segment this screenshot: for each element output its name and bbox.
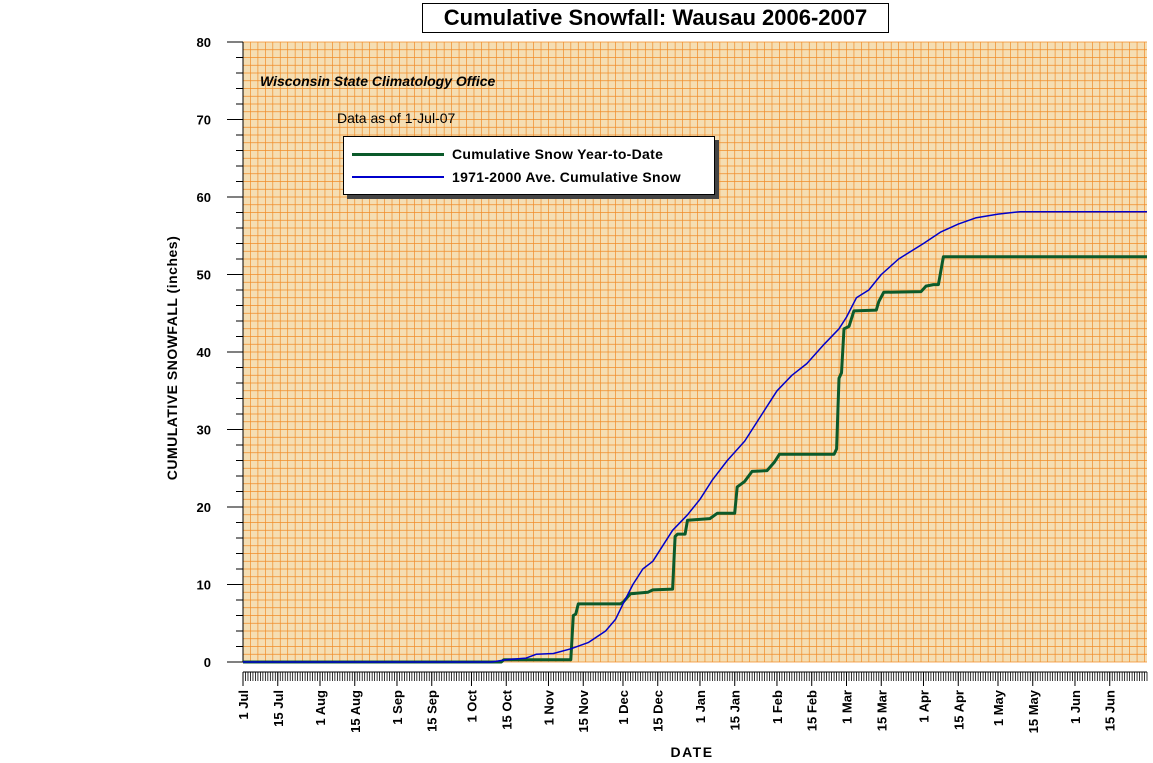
- x-tick-label: 1 Jan: [693, 690, 708, 723]
- y-tick-label: 80: [197, 35, 211, 50]
- source-note: Wisconsin State Climatology Office: [260, 73, 496, 89]
- x-tick-label: 1 Apr: [916, 690, 931, 723]
- x-tick-label: 1 Mar: [839, 690, 854, 724]
- axes: 0 10 20 30 40 50 60 70 80 1 Jul 15 Jul 1 Aug 15 Aug 1…: [197, 35, 1148, 733]
- x-tick-label: 15 Oct: [499, 689, 514, 729]
- x-tick-label: 1 Dec: [616, 690, 631, 725]
- x-tick-label: 15 Jan: [728, 690, 743, 731]
- x-tick-label: 15 Feb: [805, 690, 820, 731]
- x-tick-label: 15 May: [1026, 689, 1041, 733]
- x-axis-label: DATE: [670, 744, 714, 760]
- y-tick-label: 0: [204, 655, 211, 670]
- legend-item-average: 1971-2000 Ave. Cumulative Snow: [352, 167, 681, 187]
- series-lines: [243, 210, 1147, 664]
- legend-swatch-average: [352, 176, 444, 178]
- y-tick-label: 20: [197, 500, 211, 515]
- x-tick-label: 15 Sep: [425, 690, 440, 732]
- x-tick-label: 1 Oct: [464, 689, 479, 722]
- x-tick-label: 1 Jul: [236, 690, 251, 720]
- as-of-note: Data as of 1-Jul-07: [337, 110, 456, 126]
- chart-title: Cumulative Snowfall: Wausau 2006-2007: [422, 3, 889, 33]
- x-tick-label: 15 Apr: [951, 690, 966, 730]
- y-tick-label: 40: [197, 345, 211, 360]
- series-line-average: [243, 210, 1147, 663]
- y-tick-label: 60: [197, 190, 211, 205]
- x-tick-label: 1 Jun: [1068, 690, 1083, 724]
- y-axis-label: CUMULATIVE SNOWFALL (inches): [164, 235, 180, 481]
- x-tick-label: 15 Nov: [576, 689, 591, 732]
- x-tick-label: 15 Aug: [348, 690, 363, 733]
- x-tick-label: 15 Jun: [1103, 690, 1118, 731]
- y-tick-label: 30: [197, 423, 211, 438]
- x-tick-label: 15 Jul: [271, 690, 286, 727]
- x-tick-label: 1 May: [991, 689, 1006, 726]
- series-line-ytd: [243, 255, 1147, 664]
- x-tick-label: 1 Nov: [541, 689, 556, 725]
- y-tick-label: 70: [197, 113, 211, 128]
- x-tick-label: 1 Sep: [390, 690, 405, 725]
- x-tick-label: 1 Aug: [313, 690, 328, 726]
- legend-item-ytd: Cumulative Snow Year-to-Date: [352, 144, 663, 164]
- x-tick-label: 1 Feb: [770, 690, 785, 724]
- x-tick-label: 15 Mar: [874, 690, 889, 731]
- y-tick-label: 10: [197, 578, 211, 593]
- legend-swatch-ytd: [352, 152, 444, 156]
- legend-label-ytd: Cumulative Snow Year-to-Date: [452, 146, 664, 162]
- legend-label-average: 1971-2000 Ave. Cumulative Snow: [452, 169, 681, 185]
- x-tick-label: 15 Dec: [651, 690, 666, 732]
- grid-lines: [242, 41, 1147, 663]
- y-tick-label: 50: [197, 268, 211, 283]
- legend: Cumulative Snow Year-to-Date 1971-2000 A…: [343, 136, 715, 195]
